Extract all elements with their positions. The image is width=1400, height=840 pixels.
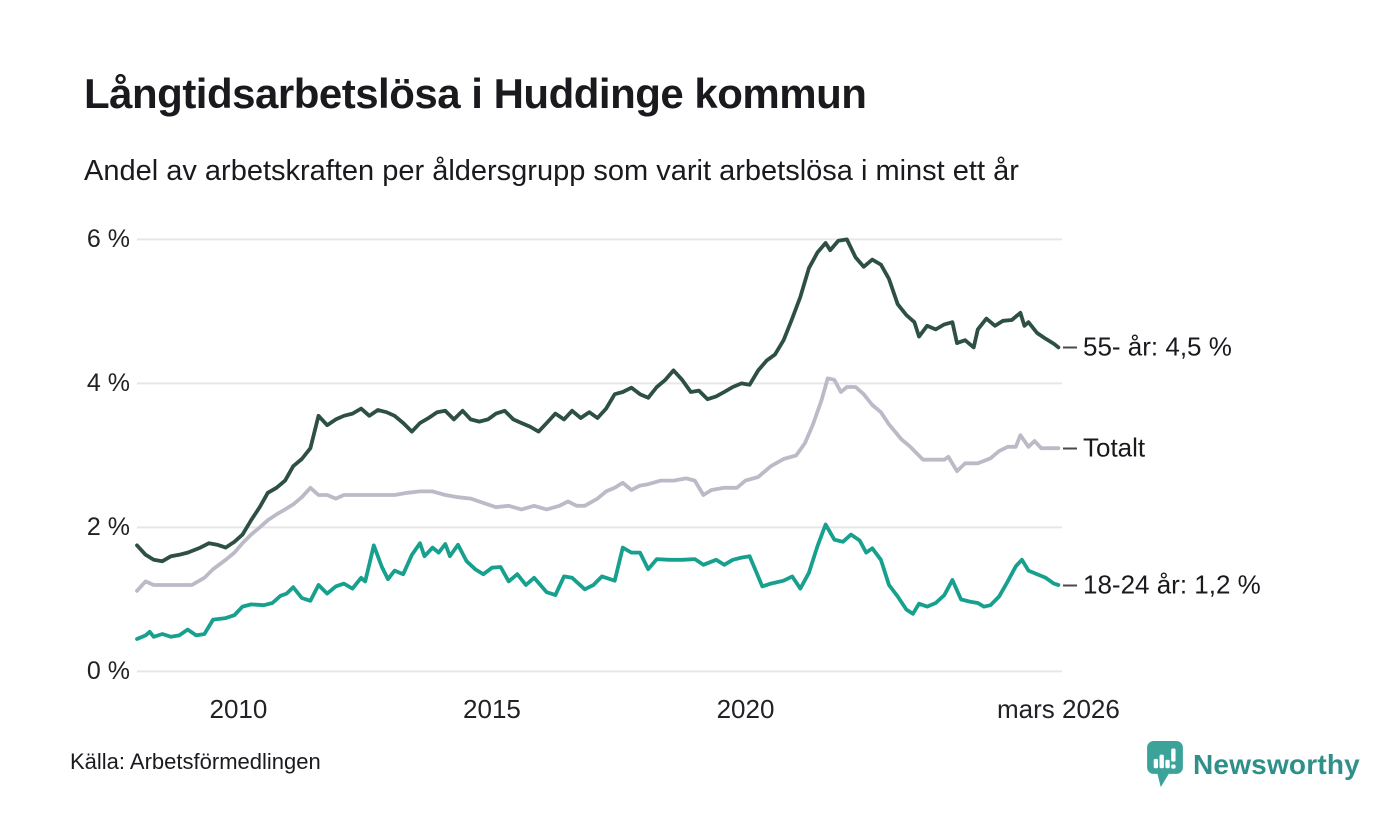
end-label-text: Totalt: [1083, 432, 1146, 463]
y-tick-0%: 0 %: [86, 657, 130, 686]
x-tick-2010: 2010: [209, 694, 268, 724]
end-label-dash-icon: [1063, 584, 1077, 586]
x-tick-2015: 2015: [463, 694, 521, 724]
end-label-18-24år: 18-24 år: 1,2 %: [1063, 570, 1261, 601]
end-label-text: 55- år: 4,5 %: [1083, 331, 1232, 362]
end-label-Totalt: Totalt: [1063, 433, 1145, 464]
chart-subtitle: Andel av arbetskraften per åldersgrupp s…: [84, 155, 1019, 187]
y-tick-6%: 6 %: [86, 225, 130, 254]
series-line-55-år: [135, 237, 1061, 564]
x-tick-2020: 2020: [716, 694, 775, 724]
newsworthy-logo-icon: [1147, 740, 1183, 788]
newsworthy-logo-text: Newsworthy: [1193, 748, 1360, 780]
end-label-55-år: 55- år: 4,5 %: [1063, 332, 1232, 363]
end-label-dash-icon: [1063, 346, 1077, 349]
y-tick-2%: 2 %: [86, 513, 130, 542]
series-line-Totalt: [135, 376, 1061, 593]
y-tick-4%: 4 %: [86, 369, 130, 398]
source-attribution: Källa: Arbetsförmedlingen: [70, 749, 321, 774]
x-tick-mars-2026: mars 2026: [996, 694, 1120, 724]
series-line-18-24år: [135, 522, 1061, 641]
newsworthy-brand: Newsworthy: [1146, 740, 1360, 789]
page-title: Långtidsarbetslösa i Huddinge kommun: [84, 70, 867, 117]
line-chart-plot-area: [135, 237, 1062, 673]
end-label-dash-icon: [1063, 447, 1077, 450]
end-label-text: 18-24 år: 1,2 %: [1083, 569, 1261, 600]
